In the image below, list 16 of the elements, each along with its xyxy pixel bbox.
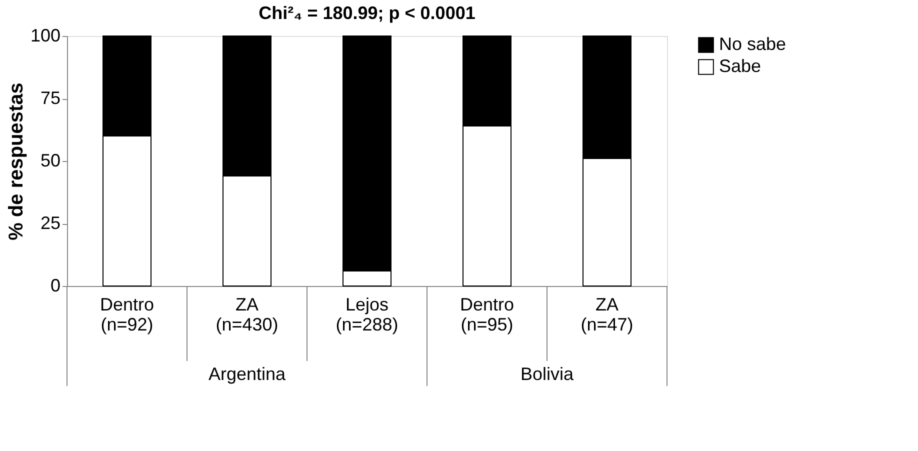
y-tick-label: 25 <box>40 213 60 233</box>
legend-label: No sabe <box>719 34 786 54</box>
chart-title: Chi²₄ = 180.99; p < 0.0001 <box>258 3 476 23</box>
x-tick-label: ZA (n=430) <box>216 294 278 334</box>
x-tick-label: Lejos (n=288) <box>336 294 398 334</box>
x-tick-label: Dentro (n=95) <box>460 294 514 334</box>
y-tick-label: 75 <box>40 88 60 108</box>
y-tick-label: 0 <box>50 276 60 296</box>
y-tick-label: 100 <box>30 26 60 46</box>
x-tick-label: Dentro (n=92) <box>100 294 154 334</box>
legend-label: Sabe <box>719 56 762 76</box>
y-axis-title: % de respuestas <box>5 82 28 240</box>
y-tick-label: 50 <box>40 150 60 170</box>
text: Bolivia <box>520 364 574 384</box>
x-tick-label: ZA (n=47) <box>580 294 634 334</box>
text: Argentina <box>208 364 287 384</box>
